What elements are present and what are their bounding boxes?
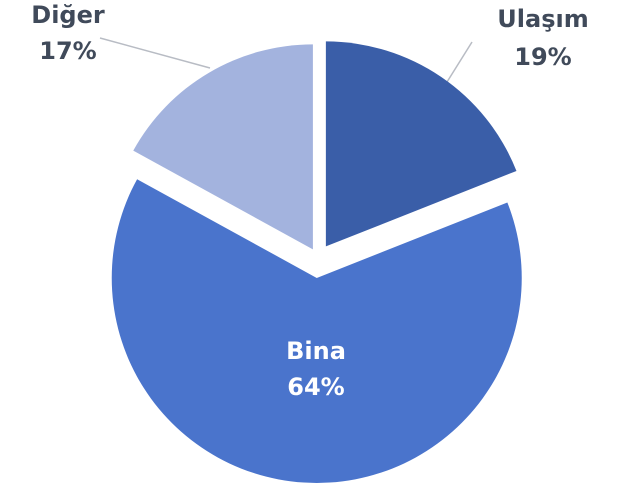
- slice-label: Bina: [286, 337, 346, 365]
- slice-value-label: 64%: [287, 373, 344, 401]
- leader-line: [99, 37, 211, 69]
- slice-value-label: 17%: [39, 37, 96, 65]
- pie-slice: [111, 179, 522, 483]
- pie-slice: [325, 41, 517, 247]
- slice-label: Diğer: [31, 1, 105, 29]
- slice-value-label: 19%: [514, 43, 571, 71]
- slice-label: Ulaşım: [497, 5, 588, 33]
- pie-slice: [133, 44, 313, 250]
- leader-line: [446, 41, 473, 83]
